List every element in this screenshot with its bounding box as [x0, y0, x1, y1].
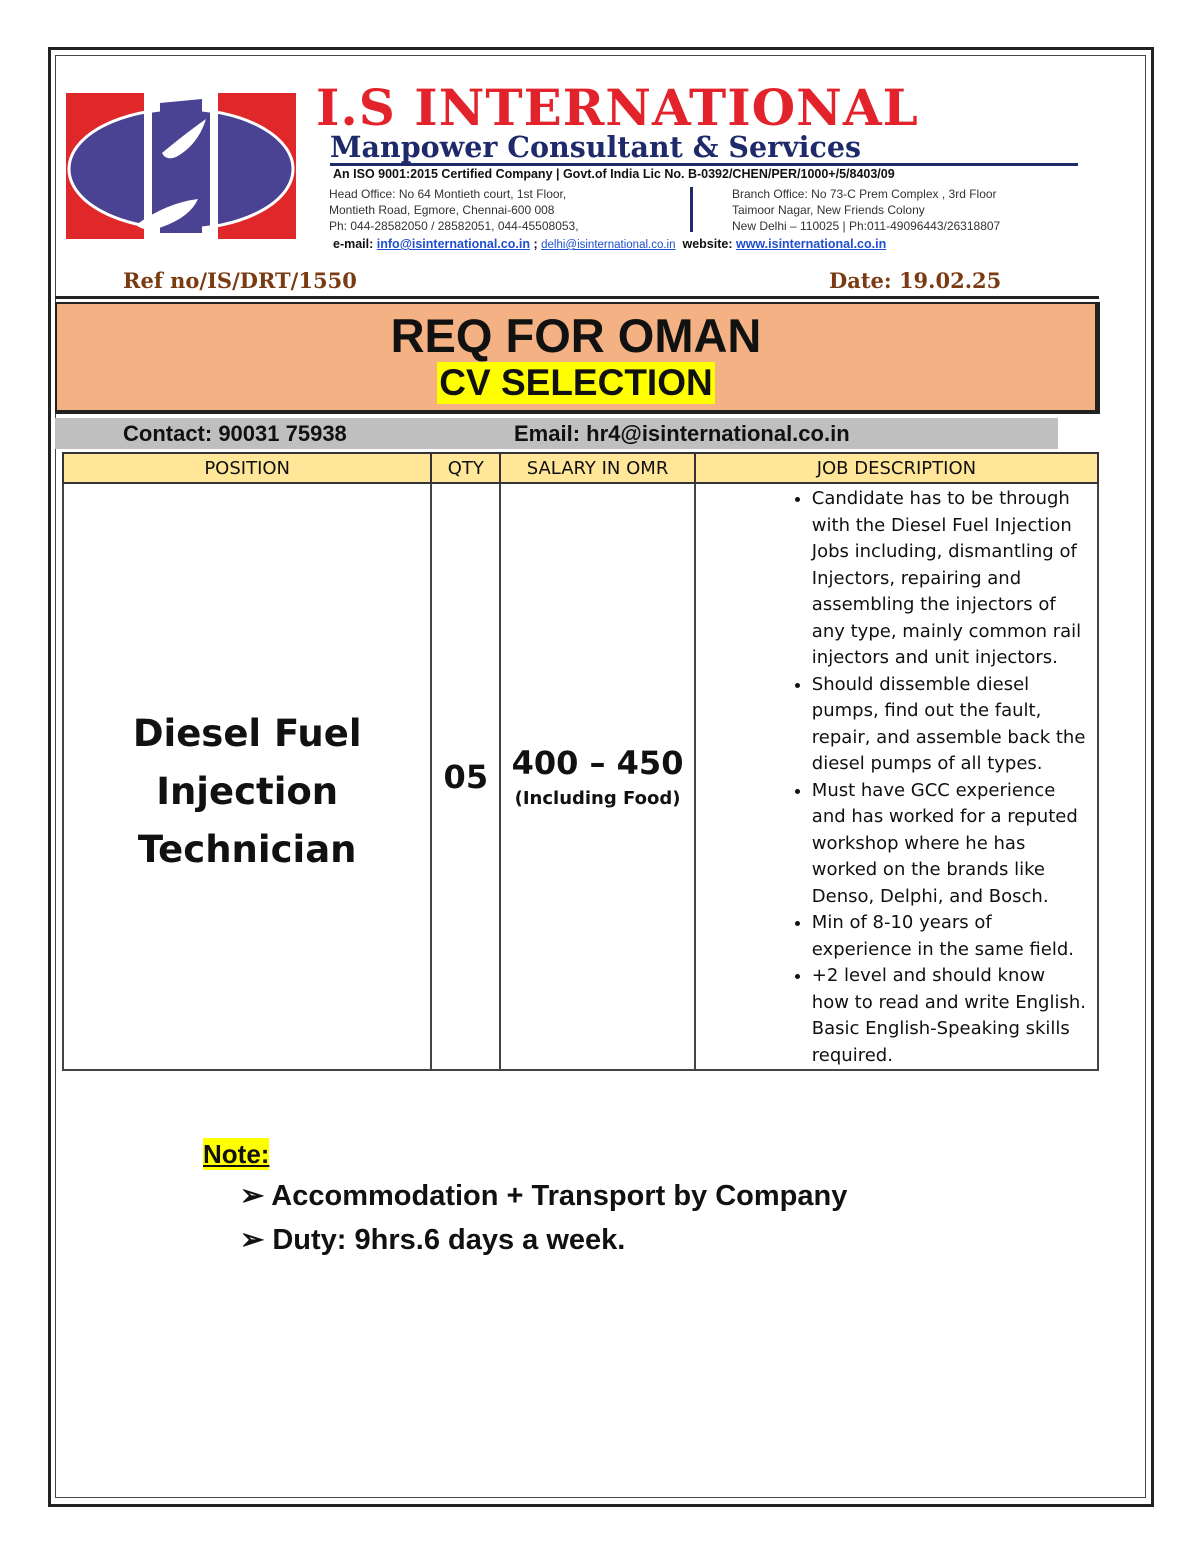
header-job-description: JOB DESCRIPTION: [693, 452, 1100, 484]
salary-note: (Including Food): [514, 787, 681, 809]
company-logo: [66, 93, 296, 239]
page-border: [48, 47, 1154, 1507]
header-salary: SALARY IN OMR: [499, 452, 696, 484]
contact-phone: Contact: 90031 75938: [123, 421, 347, 446]
note-text: Accommodation + Transport by Company: [271, 1180, 848, 1212]
list-item: Min of 8-10 years of experience in the s…: [812, 910, 1087, 963]
list-item: Candidate has to be through with the Die…: [812, 486, 1087, 672]
arrow-bullet-icon: ➢: [240, 1224, 273, 1256]
arrow-bullet-icon: ➢: [240, 1180, 272, 1212]
job-description-cell: Candidate has to be through with the Die…: [693, 482, 1100, 1071]
table-row: Diesel Fuel Injection Technician 05 400 …: [61, 482, 1100, 1071]
note-item: ➢ Accommodation + Transport by Company: [240, 1178, 847, 1214]
header-position: POSITION: [61, 452, 433, 484]
position-title: Diesel Fuel Injection Technician: [132, 711, 362, 871]
separator: ;: [533, 237, 538, 251]
list-item: Must have GCC experience and has worked …: [812, 778, 1087, 911]
address-line: Head Office: No 64 Montieth court, 1st F…: [329, 187, 567, 201]
date: Date: 19.02.25: [829, 268, 1002, 293]
address-line: Montieth Road, Egmore, Chennai-600 008: [329, 203, 555, 217]
header-qty: QTY: [430, 452, 502, 484]
divider: [330, 163, 1078, 166]
note-label: Note:: [203, 1138, 270, 1170]
email-label: e-mail:: [333, 237, 374, 251]
email-link-info[interactable]: info@isinternational.co.in: [376, 237, 530, 251]
website-label: website:: [682, 237, 733, 251]
banner: REQ FOR OMAN CV SELECTION: [55, 302, 1100, 414]
divider: [690, 187, 693, 232]
website-link[interactable]: www.isinternational.co.in: [735, 237, 887, 251]
address-line: Branch Office: No 73-C Prem Complex , 3r…: [732, 187, 997, 201]
list-item: +2 level and should know how to read and…: [812, 963, 1087, 1069]
head-office-address: Head Office: No 64 Montieth court, 1st F…: [329, 186, 579, 234]
job-description-list: Candidate has to be through with the Die…: [696, 486, 1087, 1069]
position-cell: Diesel Fuel Injection Technician: [61, 482, 433, 1071]
note-item: ➢ Duty: 9hrs.6 days a week.: [240, 1222, 625, 1258]
salary-value: 400 – 450: [511, 743, 684, 782]
salary-cell: 400 – 450 (Including Food): [499, 482, 696, 1071]
branch-office-address: Branch Office: No 73-C Prem Complex , 3r…: [732, 186, 1000, 234]
contact-email: Email: hr4@isinternational.co.in: [514, 421, 850, 446]
divider: [55, 296, 1099, 299]
list-item: Should dissemble diesel pumps, find out …: [812, 672, 1087, 778]
address-line: New Delhi – 110025 | Ph:011-49096443/263…: [732, 219, 1001, 233]
table-header-row: POSITION QTY SALARY IN OMR JOB DESCRIPTI…: [61, 452, 1100, 484]
company-name: I.S INTERNATIONAL: [316, 78, 919, 137]
requirements-table: POSITION QTY SALARY IN OMR JOB DESCRIPTI…: [61, 452, 1100, 1071]
page-border-inner: [55, 55, 1146, 1498]
contact-bar: Contact: 90031 75938 Email: hr4@isintern…: [55, 418, 1058, 449]
company-tagline: Manpower Consultant & Services: [330, 130, 862, 164]
note-text: Duty: 9hrs.6 days a week.: [272, 1224, 626, 1256]
banner-title: REQ FOR OMAN: [390, 309, 762, 362]
address-line: Taimoor Nagar, New Friends Colony: [732, 203, 925, 217]
reference-number: Ref no/IS/DRT/1550: [123, 268, 357, 293]
iso-line: An ISO 9001:2015 Certified Company | Gov…: [333, 167, 895, 181]
contact-links: e-mail: info@isinternational.co.in ; del…: [333, 237, 886, 253]
email-link-delhi[interactable]: delhi@isinternational.co.in: [541, 239, 676, 251]
banner-subtitle: CV SELECTION: [437, 362, 715, 404]
address-line: Ph: 044-28582050 / 28582051, 044-4550805…: [329, 219, 579, 233]
qty-cell: 05: [430, 482, 502, 1071]
